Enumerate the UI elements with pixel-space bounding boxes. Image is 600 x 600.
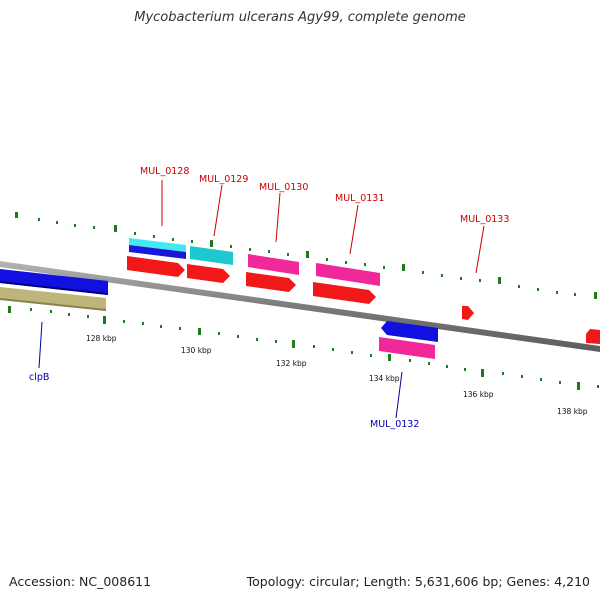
- kbp-label: 136 kbp: [463, 390, 494, 399]
- upper-tick-row: [15, 212, 597, 299]
- kbp-label: 132 kbp: [276, 359, 307, 368]
- gene-mul-0129-red[interactable]: [187, 264, 230, 283]
- label-clpb: clpB: [29, 372, 49, 383]
- gene-features: [0, 238, 600, 359]
- map-title: Mycobacterium ulcerans Agy99, complete g…: [134, 10, 466, 25]
- gene-right-edge-red[interactable]: [586, 329, 600, 344]
- accession-text: Accession: NC_008611: [9, 574, 152, 589]
- gene-mul-0130-magenta[interactable]: [248, 254, 299, 275]
- label-mul-0128: MUL_0128: [140, 166, 189, 177]
- label-mul-0132: MUL_0132: [370, 419, 419, 430]
- label-mul-0131: MUL_0131: [335, 193, 384, 204]
- gene-blue-left[interactable]: [0, 269, 108, 295]
- topology-text: Topology: circular; Length: 5,631,606 bp…: [246, 574, 590, 589]
- gene-mul-0131-magenta[interactable]: [316, 263, 380, 286]
- kbp-label: 134 kbp: [369, 374, 400, 383]
- lower-tick-row: [8, 306, 599, 390]
- gene-mul-0133-red[interactable]: [462, 306, 474, 320]
- gene-mul-0130-red[interactable]: [246, 272, 296, 292]
- label-mul-0130: MUL_0130: [259, 182, 308, 193]
- gene-mul-0128-blue[interactable]: [129, 245, 186, 259]
- kbp-label: 130 kbp: [181, 346, 212, 355]
- kbp-label: 138 kbp: [557, 407, 588, 416]
- label-leaders: [38, 180, 485, 419]
- genome-backbone: [0, 261, 600, 352]
- label-mul-0133: MUL_0133: [460, 214, 509, 225]
- gene-clpb[interactable]: [0, 287, 106, 311]
- gene-mul-0132-blue[interactable]: [381, 321, 438, 342]
- kbp-label: 128 kbp: [86, 334, 117, 343]
- gene-mul-0129-cyan[interactable]: [190, 246, 233, 265]
- gene-mul-0128-red[interactable]: [127, 256, 185, 277]
- gene-mul-0128-cyan[interactable]: [129, 238, 186, 252]
- label-mul-0129: MUL_0129: [199, 174, 248, 185]
- gene-mul-0132-magenta[interactable]: [379, 337, 435, 359]
- gene-labels: MUL_0128 MUL_0129 MUL_0130 MUL_0131 MUL_…: [29, 166, 509, 430]
- gene-mul-0131-red[interactable]: [313, 282, 376, 304]
- kbp-labels: 128 kbp 130 kbp 132 kbp 134 kbp 136 kbp …: [86, 334, 588, 416]
